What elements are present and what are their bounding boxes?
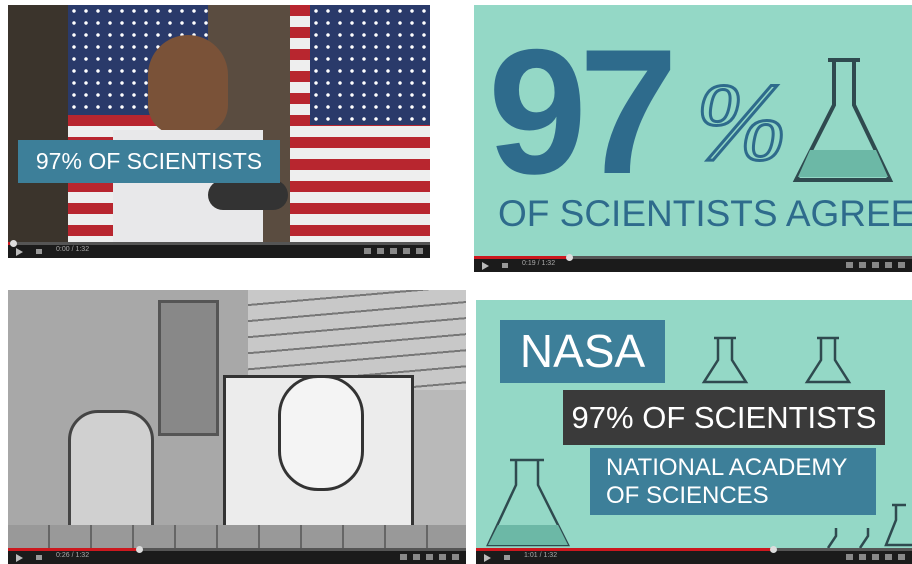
label: NASA xyxy=(500,320,665,383)
cartoon-character xyxy=(278,375,364,491)
caption: OF SCIENTISTS AGREE xyxy=(498,193,912,234)
play-button[interactable] xyxy=(16,554,23,562)
time-display: 0:26 / 1:32 xyxy=(56,552,90,559)
speaker-head xyxy=(148,35,228,135)
player-controls: 0:19 / 1:32 xyxy=(474,254,912,272)
player-icons[interactable] xyxy=(400,554,460,560)
play-button[interactable] xyxy=(16,248,23,256)
player-controls: 0:26 / 1:32 xyxy=(8,546,466,564)
caption: 97% OF SCIENTISTS xyxy=(18,140,280,183)
roof xyxy=(248,290,466,390)
volume-button[interactable] xyxy=(504,555,510,560)
play-button[interactable] xyxy=(484,554,491,562)
percent-sign: % xyxy=(695,61,790,183)
label-line: NATIONAL ACADEMY xyxy=(606,454,848,481)
volume-button[interactable] xyxy=(502,263,508,268)
flag xyxy=(290,5,430,242)
time-display: 1:01 / 1:32 xyxy=(524,552,558,559)
microphones xyxy=(208,180,288,210)
player-controls: 1:01 / 1:32 xyxy=(476,546,912,564)
player-icons[interactable] xyxy=(846,262,906,268)
video-frame[interactable]: 0:26 / 1:32 xyxy=(8,290,466,564)
play-button[interactable] xyxy=(482,262,489,270)
volume-button[interactable] xyxy=(36,555,42,560)
label-line: OF SCIENCES xyxy=(606,482,769,509)
player-controls: 0:00 / 1:32 xyxy=(8,240,430,258)
time-display: 0:00 / 1:32 xyxy=(56,246,90,253)
video-frame[interactable]: NASA 97% OF SCIENTISTS NATIONAL ACADEMY … xyxy=(476,300,912,564)
volume-button[interactable] xyxy=(36,249,42,254)
window xyxy=(158,300,219,436)
background xyxy=(8,5,78,242)
player-icons[interactable] xyxy=(846,554,906,560)
label: 97% OF SCIENTISTS xyxy=(563,390,885,445)
flask-icon xyxy=(792,58,894,182)
label: NATIONAL ACADEMY OF SCIENCES xyxy=(590,448,876,515)
video-frame[interactable]: 97 % OF SCIENTISTS AGREE 0:19 / 1:32 xyxy=(474,5,912,272)
video-frame[interactable]: 97% OF SCIENTISTS 0:00 / 1:32 xyxy=(8,5,430,258)
time-display: 0:19 / 1:32 xyxy=(522,260,556,267)
player-icons[interactable] xyxy=(364,248,424,254)
big-number: 97 xyxy=(488,12,678,211)
flask-icons xyxy=(486,336,912,548)
floor xyxy=(8,525,466,548)
